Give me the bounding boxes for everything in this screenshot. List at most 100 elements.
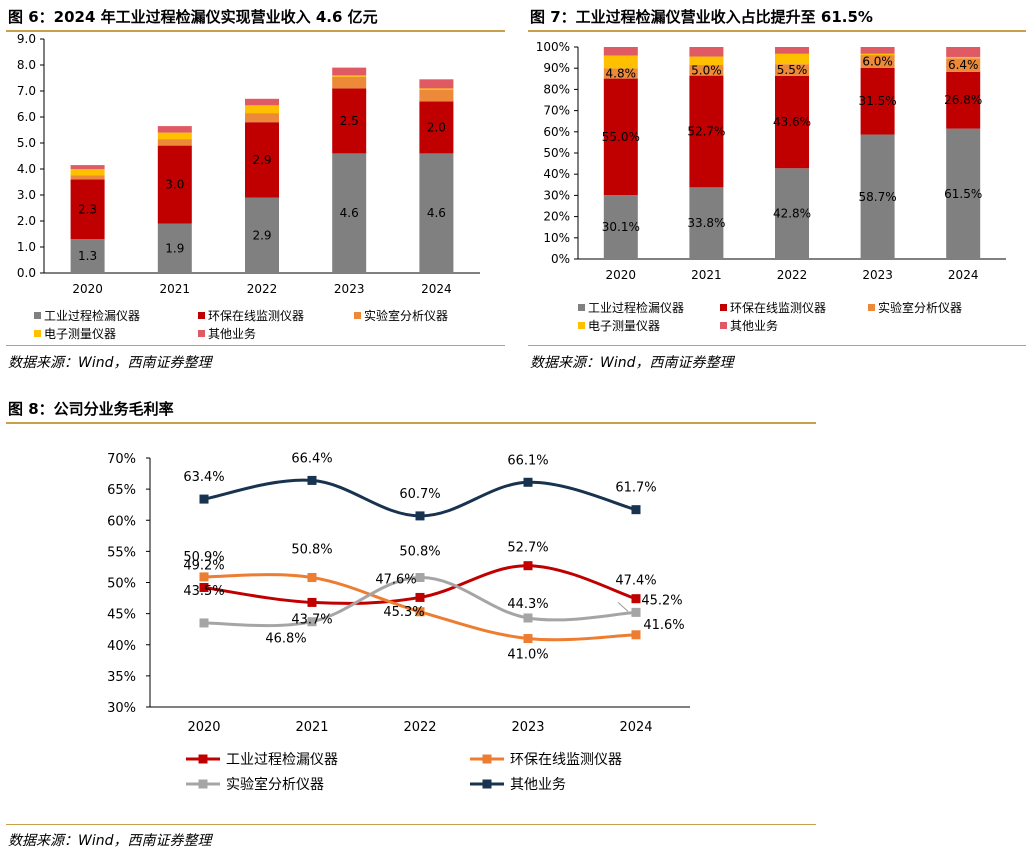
- fig6-y-tick-label: 0.0: [17, 266, 36, 280]
- fig7-y-tick-label: 30%: [543, 188, 570, 202]
- fig6-x-tick-label: 2024: [421, 282, 452, 296]
- fig6-legend-swatch: [34, 312, 41, 319]
- fig6-bar-2022-s1: [245, 122, 279, 198]
- fig8-title: 图 8：公司分业务毛利率: [8, 400, 174, 418]
- fig8-data-label: 46.8%: [265, 631, 306, 646]
- fig7-bar-2024-s4: [946, 47, 981, 57]
- fig6-bar-2023-s2: [332, 76, 367, 89]
- fig8-marker-s1-2022: [415, 607, 425, 617]
- fig6-bar-2024-s2: [419, 89, 454, 102]
- fig8-marker-s3-2021: [307, 475, 317, 485]
- fig6-bar-2024-s3: [419, 88, 454, 90]
- fig7-data-label: 58.7%: [859, 190, 897, 204]
- fig8-y-tick-label: 70%: [107, 452, 136, 467]
- fig6-legend-swatch: [354, 312, 361, 319]
- fig8-data-label: 50.8%: [291, 543, 332, 558]
- fig6-legend-swatch: [198, 330, 205, 337]
- fig7-legend-swatch: [720, 304, 727, 311]
- fig6-bar-2021-s4: [157, 126, 192, 133]
- fig7-data-label: 26.8%: [944, 93, 982, 107]
- fig6-y-tick-label: 4.0: [17, 162, 36, 176]
- fig6-y-tick-label: 8.0: [17, 58, 36, 72]
- fig7-data-label: 61.5%: [944, 187, 982, 201]
- fig6-data-label: 2.5: [340, 114, 359, 128]
- fig8-marker-s2-2023: [523, 613, 533, 623]
- fig7-legend-label: 工业过程检漏仪器: [588, 300, 684, 315]
- fig7-y-tick-label: 10%: [543, 231, 570, 245]
- fig7-legend-label: 其他业务: [730, 318, 778, 333]
- fig6-data-label: 4.6: [427, 206, 446, 220]
- fig8-data-label: 61.7%: [615, 481, 656, 496]
- fig7-bar-2023-s4: [860, 47, 895, 54]
- fig6-bar-2024-s0: [419, 153, 454, 273]
- fig8-y-tick-label: 35%: [107, 670, 136, 685]
- fig8-marker-s3-2022: [415, 511, 425, 521]
- fig7-x-tick-label: 2020: [606, 268, 637, 282]
- fig8-marker-s2-2022: [415, 573, 425, 583]
- fig8-x-tick-label: 2020: [187, 720, 220, 735]
- fig7-bottom-rule: [528, 345, 1026, 346]
- fig6-bar-2024-s4: [419, 79, 454, 89]
- fig6-bottom-rule: [6, 345, 505, 346]
- fig7-bar-2021-s2: [689, 65, 724, 76]
- fig7-bar-2022-s1: [775, 75, 809, 169]
- fig8-data-label: 50.8%: [399, 545, 440, 560]
- fig7-bar-2022-s3: [775, 53, 809, 65]
- fig6-data-label: 2.9: [252, 153, 271, 167]
- fig8-legend-marker: [482, 779, 492, 789]
- fig7-bar-2020-s2: [603, 68, 638, 79]
- fig7-legend-swatch: [720, 322, 727, 329]
- fig6-y-tick-label: 3.0: [17, 188, 36, 202]
- fig7-top-rule: [528, 30, 1026, 32]
- fig6-source: 数据来源：Wind，西南证券整理: [8, 355, 212, 371]
- fig8-bottom-rule: [6, 824, 816, 825]
- fig8-marker-s0-2024: [631, 594, 641, 604]
- fig6-bar-2023-s3: [332, 75, 367, 77]
- fig6-bar-2021-s0: [157, 223, 192, 273]
- fig8-data-label: 49.2%: [183, 558, 224, 573]
- fig6-bar-2023-s4: [332, 67, 367, 76]
- fig8-data-label: 41.6%: [643, 618, 684, 633]
- fig7-y-tick-label: 20%: [543, 210, 570, 224]
- fig8-data-label: 47.4%: [615, 574, 656, 589]
- fig8-x-tick-label: 2021: [295, 720, 328, 735]
- fig8-marker-s2-2020: [199, 618, 209, 628]
- fig6-legend-label: 环保在线监测仪器: [208, 309, 304, 323]
- fig6-bar-2023-s1: [332, 88, 367, 154]
- fig8-marker-s0-2023: [523, 561, 533, 571]
- fig8-legend-label: 环保在线监测仪器: [510, 752, 622, 768]
- fig6-chart: 0.0 1.0 2.0 3.0 4.0 5.0 6.0 7.0 8.0 9.0 1.3 2.3 2020…: [17, 32, 480, 341]
- fig7-y-tick-label: 90%: [543, 61, 570, 75]
- fig7-chart: 0% 10% 20% 30% 40% 50% 60% 70% 80% 90% 100% 30.1% 55…: [536, 40, 1006, 333]
- fig7-bar-2024-s1: [946, 71, 981, 129]
- fig8-y-tick-label: 30%: [107, 701, 136, 716]
- fig6-y-tick-label: 9.0: [17, 32, 36, 46]
- fig6-y-tick-label: 5.0: [17, 136, 36, 150]
- fig7-bar-2024-s0: [946, 128, 981, 259]
- fig6-y-tick-label: 1.0: [17, 240, 36, 254]
- fig7-legend-label: 电子测量仪器: [588, 319, 660, 333]
- fig8-data-label: 41.0%: [507, 648, 548, 663]
- fig6-title: 图 6：2024 年工业过程检漏仪实现营业收入 4.6 亿元: [8, 8, 378, 26]
- fig6-bar-2022-s0: [245, 197, 279, 273]
- fig7-bar-2020-s0: [603, 195, 638, 259]
- fig8-y-tick-label: 40%: [107, 639, 136, 654]
- fig7-y-tick-label: 80%: [543, 82, 570, 96]
- fig7-bar-2022-s4: [775, 47, 809, 54]
- fig6-bar-2022-s4: [245, 98, 279, 106]
- fig6-bar-2020-s2: [70, 175, 105, 180]
- fig8-chart: 30% 35% 40% 45% 50% 55% 60% 65% 70% 2020 2021 2022 2…: [107, 451, 690, 793]
- fig6-x-tick-label: 2023: [334, 282, 365, 296]
- fig7-data-label: 5.0%: [691, 63, 722, 77]
- fig6-legend-label: 工业过程检漏仪器: [44, 308, 140, 323]
- fig8-data-label: 45.3%: [383, 605, 424, 620]
- fig7-bar-2020-s1: [603, 78, 638, 196]
- fig6-bar-2022-s2: [245, 113, 279, 123]
- fig6-data-label: 1.9: [165, 241, 184, 255]
- fig7-bar-2023-s1: [860, 67, 895, 135]
- fig8-data-label: 52.7%: [507, 541, 548, 556]
- fig8-x-tick-label: 2022: [403, 720, 436, 735]
- fig7-bar-2021-s4: [689, 47, 724, 57]
- fig7-data-label: 33.8%: [687, 216, 725, 230]
- fig8-data-label: 66.1%: [507, 453, 548, 468]
